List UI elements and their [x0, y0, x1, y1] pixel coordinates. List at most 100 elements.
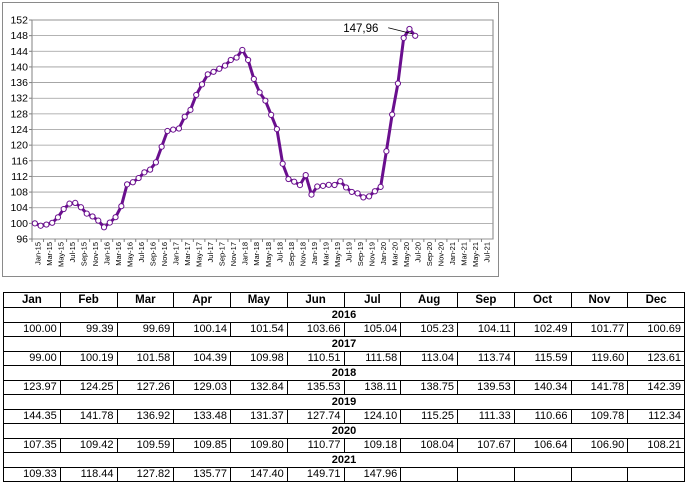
x-tick-label: Sep-18 — [287, 242, 296, 266]
month-header: Jan — [3, 292, 61, 308]
data-point — [187, 106, 194, 113]
data-point — [141, 169, 148, 176]
data-point — [354, 190, 361, 197]
x-tick-label: Sep-16 — [149, 242, 158, 266]
table-cell: 113.04 — [400, 350, 458, 366]
table-cell: 140.34 — [513, 379, 572, 395]
data-point — [198, 81, 206, 88]
y-tick-label: 116 — [11, 155, 28, 167]
data-point — [123, 181, 131, 188]
table-cell: 107.67 — [457, 437, 515, 453]
table-cell: 147.40 — [230, 466, 288, 482]
chart-frame: 96 100 104 108 112 116 120 124 128 132 136 140 144 14… — [2, 2, 499, 277]
table-cell: 115.59 — [513, 350, 572, 366]
data-point — [308, 191, 315, 198]
data-point — [412, 32, 419, 39]
table-cell: 109.18 — [343, 437, 402, 453]
data-point — [72, 199, 79, 207]
data-point — [331, 181, 338, 189]
table-cell: 141.78 — [570, 379, 629, 395]
data-point — [262, 97, 269, 104]
month-header: Apr — [173, 292, 231, 308]
data-point — [54, 214, 62, 221]
data-point — [383, 148, 390, 155]
table-cell: 105.23 — [400, 321, 458, 337]
month-header: Jun — [286, 292, 345, 308]
table-cell: 109.80 — [230, 437, 288, 453]
data-point — [227, 56, 234, 64]
table-row: 107.35 109.42 109.59 109.85 109.80 110.77 109.… — [3, 437, 685, 453]
table-cell: 118.44 — [59, 466, 118, 482]
y-tick-label: 128 — [10, 108, 28, 120]
x-tick-label: Mar-21 — [460, 242, 469, 266]
table-cell: 107.35 — [3, 437, 61, 453]
x-tick-label: Sep-19 — [356, 242, 365, 266]
table-cell: 101.77 — [570, 321, 629, 337]
table-cell: 113.74 — [457, 350, 515, 366]
table-cell: 108.04 — [400, 437, 458, 453]
table-row: 109.33 118.44 127.82 135.77 147.40 149.71 147.… — [3, 466, 685, 482]
x-tick-label: Jul-21 — [483, 242, 492, 262]
x-tick-label: Jan-16 — [102, 242, 111, 265]
x-tick-label: Jan-21 — [448, 242, 457, 265]
data-point — [106, 219, 113, 226]
x-tick-label: Jul-15 — [68, 242, 77, 262]
month-header: Sep — [457, 292, 515, 308]
x-tick-label: Jul-17 — [206, 242, 215, 262]
table-cell: 144.35 — [3, 408, 61, 424]
table-cell: 110.51 — [286, 350, 345, 366]
table-cell: 101.54 — [230, 321, 288, 337]
year-row: 2021 — [3, 452, 685, 468]
year-label: 2017 — [3, 336, 685, 352]
year-row: 2019 — [3, 394, 685, 410]
table-cell: 149.71 — [286, 466, 345, 482]
x-tick-label: Sep-15 — [79, 242, 88, 266]
index-table-body: Jan Feb Mar Apr May Jun Jul Aug Sep Oct Nov Dec 2016… — [3, 292, 685, 482]
table-cell: 99.69 — [116, 321, 175, 337]
table-cell: 109.85 — [173, 437, 231, 453]
data-point — [100, 224, 108, 231]
data-point — [268, 111, 275, 118]
table-cell: 127.26 — [116, 379, 175, 395]
table-cell: 106.64 — [513, 437, 572, 453]
table-cell: 147.96 — [343, 466, 402, 482]
table-cell: 111.33 — [457, 408, 515, 424]
data-point — [239, 46, 246, 54]
month-header: Mar — [116, 292, 175, 308]
x-tick-label: May-21 — [471, 242, 480, 267]
x-tick-label: Mar-16 — [114, 242, 123, 266]
data-point — [325, 181, 332, 188]
table-cell — [457, 466, 515, 482]
month-header: Dec — [627, 292, 685, 308]
y-tick-label: 148 — [10, 30, 28, 42]
table-cell: 124.25 — [59, 379, 118, 395]
data-point — [250, 75, 257, 83]
data-point — [49, 219, 56, 226]
x-tick-label: Jul-16 — [137, 242, 146, 262]
table-cell: 106.90 — [570, 437, 629, 453]
data-point — [314, 183, 321, 190]
table-row: 123.97 124.25 127.26 129.03 132.84 135.53 138.… — [3, 379, 685, 395]
table-cell: 131.37 — [230, 408, 288, 424]
line-chart: 96 100 104 108 112 116 120 124 128 132 136 140 144 14… — [10, 15, 494, 267]
y-tick-label: 120 — [10, 140, 28, 152]
table-cell: 124.10 — [343, 408, 402, 424]
table-cell: 136.92 — [116, 408, 175, 424]
table-cell: 142.39 — [627, 379, 685, 395]
x-tick-label: Nov-15 — [91, 242, 100, 266]
year-label: 2019 — [3, 394, 685, 410]
data-point — [337, 178, 344, 185]
table-cell: 109.59 — [116, 437, 175, 453]
data-point — [170, 126, 177, 133]
data-point — [164, 127, 171, 135]
x-tick-label: Jul-20 — [414, 242, 423, 262]
table-row: 144.35 141.78 136.92 133.48 131.37 127.74 124.… — [3, 408, 685, 424]
data-point — [37, 222, 44, 229]
table-cell: 139.53 — [457, 379, 515, 395]
data-point — [319, 182, 327, 189]
x-tick-label: Jul-19 — [344, 242, 353, 262]
table-cell: 100.00 — [3, 321, 61, 337]
year-row: 2020 — [3, 423, 685, 439]
table-cell: 99.00 — [3, 350, 61, 366]
data-point — [112, 214, 119, 221]
